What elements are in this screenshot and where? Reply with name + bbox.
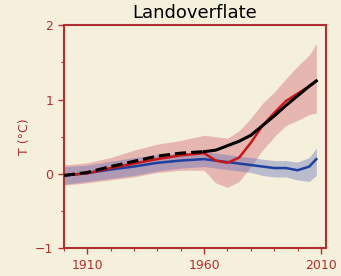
Title: Landoverflate: Landoverflate: [132, 4, 257, 22]
Y-axis label: T (°C): T (°C): [18, 118, 31, 155]
